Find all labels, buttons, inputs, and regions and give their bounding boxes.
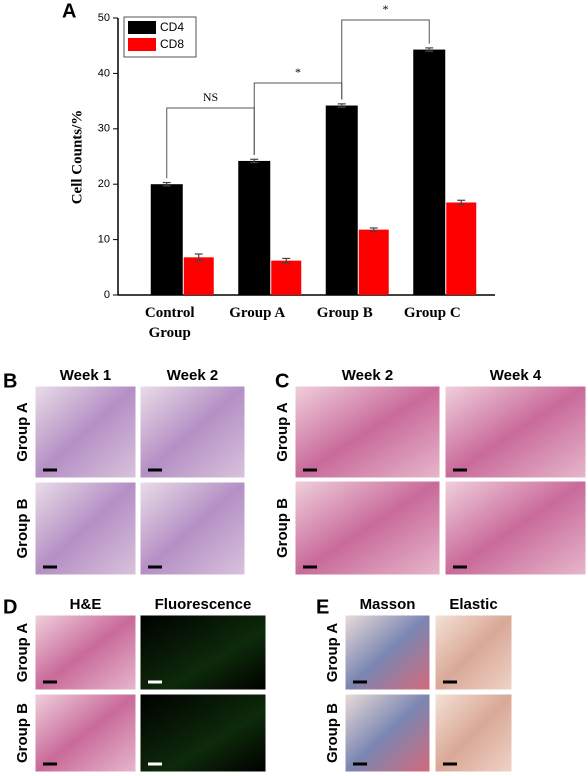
significance-label: NS	[203, 90, 218, 104]
column-label: H&E	[70, 596, 102, 613]
y-tick-label: 50	[98, 12, 110, 24]
error-bar	[337, 103, 346, 108]
micrograph	[444, 480, 587, 576]
micrograph	[34, 481, 137, 576]
y-tick-label: 0	[104, 289, 110, 301]
row-label: Group A	[274, 402, 291, 462]
x-tick-label: Group A	[229, 305, 286, 321]
micrograph	[344, 614, 431, 691]
y-tick-label: 20	[98, 178, 110, 190]
error-bar	[250, 158, 259, 164]
significance-label: *	[383, 2, 389, 16]
column-label: Week 2	[342, 367, 393, 384]
significance-bracket	[341, 19, 430, 100]
micrograph	[434, 614, 513, 691]
column-label: Week 4	[490, 367, 542, 384]
y-tick-label: 10	[98, 234, 110, 246]
row-label: Group A	[14, 402, 31, 462]
bar	[183, 257, 214, 295]
panel-label: B	[3, 370, 17, 392]
bar	[446, 202, 477, 295]
row-label: Group B	[14, 703, 31, 763]
row-label: Group B	[324, 703, 341, 763]
x-tick-label: Group B	[316, 305, 373, 321]
y-tick-label: 30	[98, 123, 110, 135]
micrograph	[294, 480, 441, 576]
x-tick-label: Group C	[403, 305, 461, 321]
micrograph	[139, 614, 267, 691]
column-label: Week 2	[167, 367, 218, 384]
bar	[271, 260, 302, 295]
micrograph	[344, 693, 431, 773]
row-label: Group A	[324, 623, 341, 683]
y-axis-label: Cell Counts/%	[69, 110, 85, 205]
bar	[325, 105, 358, 295]
micrograph	[444, 385, 587, 479]
panel-label: D	[3, 596, 17, 618]
micrograph	[294, 385, 441, 479]
error-bar	[425, 47, 434, 52]
x-tick-label: Control Group	[144, 305, 195, 341]
y-tick-label: 40	[98, 67, 110, 79]
micrograph	[34, 693, 137, 773]
panel-label: C	[275, 370, 289, 392]
micrograph	[34, 614, 137, 691]
legend-swatch	[128, 38, 156, 51]
error-bar	[282, 257, 291, 264]
bar	[150, 184, 183, 295]
micrograph	[434, 693, 513, 773]
micrograph	[139, 385, 246, 479]
error-bar	[162, 181, 171, 187]
column-label: Masson	[360, 596, 416, 613]
legend-label: CD8	[160, 37, 184, 51]
legend-label: CD4	[160, 20, 184, 34]
micrograph	[139, 693, 267, 773]
column-label: Week 1	[60, 367, 111, 384]
panel-label: A	[62, 0, 76, 22]
micrograph	[139, 481, 246, 576]
column-label: Fluorescence	[155, 596, 252, 613]
row-label: Group B	[14, 498, 31, 558]
row-label: Group A	[14, 623, 31, 683]
panel-label: E	[316, 596, 329, 618]
column-label: Elastic	[449, 596, 497, 613]
bar	[358, 229, 389, 295]
error-bar	[369, 227, 378, 232]
bar	[238, 160, 271, 295]
micrograph	[34, 385, 137, 479]
legend-swatch	[128, 21, 156, 34]
error-bar	[194, 253, 203, 262]
row-label: Group B	[274, 498, 291, 558]
bar	[413, 49, 446, 295]
error-bar	[457, 199, 466, 206]
significance-label: *	[295, 65, 301, 79]
